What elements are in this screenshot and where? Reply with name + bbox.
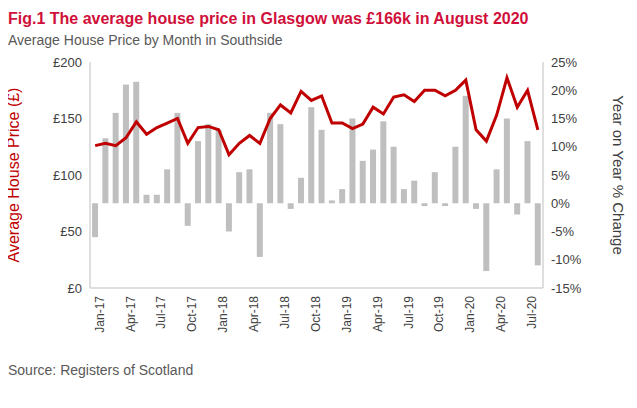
svg-text:Jan-19: Jan-19 [340,296,354,333]
svg-text:Apr-20: Apr-20 [494,296,508,332]
html-text:Fig.1 The average house price: Fig.1 The average house price in Glasgow… [8,10,529,27]
svg-text:Apr-19: Apr-19 [371,296,385,332]
svg-text:Oct-17: Oct-17 [185,296,199,332]
svg-text:£150: £150 [53,111,82,126]
svg-text:-5%: -5% [551,224,575,239]
svg-text:15%: 15% [551,111,577,126]
svg-text:Jul-20: Jul-20 [525,296,539,329]
svg-text:Oct-19: Oct-19 [432,296,446,332]
svg-text:0%: 0% [551,196,570,211]
svg-text:-15%: -15% [551,281,582,296]
svg-text:Jan-20: Jan-20 [463,296,477,333]
html-text:Source: Registers of Scotland: Source: Registers of Scotland [8,362,194,378]
svg-text:Apr-17: Apr-17 [124,296,138,332]
svg-text:£100: £100 [53,168,82,183]
svg-text:Average House Price (£): Average House Price (£) [8,88,22,263]
svg-text:20%: 20% [551,83,577,98]
svg-text:Apr-18: Apr-18 [247,296,261,332]
svg-text:£50: £50 [60,224,82,239]
svg-text:-10%: -10% [551,252,582,267]
svg-text:25%: 25% [551,55,577,70]
svg-text:£200: £200 [53,55,82,70]
html-text:Average House Price by Month i: Average House Price by Month in Southsid… [8,32,283,48]
svg-text:10%: 10% [551,139,577,154]
svg-text:Jan-18: Jan-18 [216,296,230,333]
svg-text:Year on Year % Change: Year on Year % Change [610,95,627,255]
svg-text:Jul-19: Jul-19 [402,296,416,329]
svg-text:Jan-17: Jan-17 [93,296,107,333]
svg-text:5%: 5% [551,168,570,183]
svg-text:£0: £0 [68,281,82,296]
svg-text:Jul-18: Jul-18 [278,296,292,329]
svg-text:Jul-17: Jul-17 [154,296,168,329]
svg-text:Oct-18: Oct-18 [309,296,323,332]
